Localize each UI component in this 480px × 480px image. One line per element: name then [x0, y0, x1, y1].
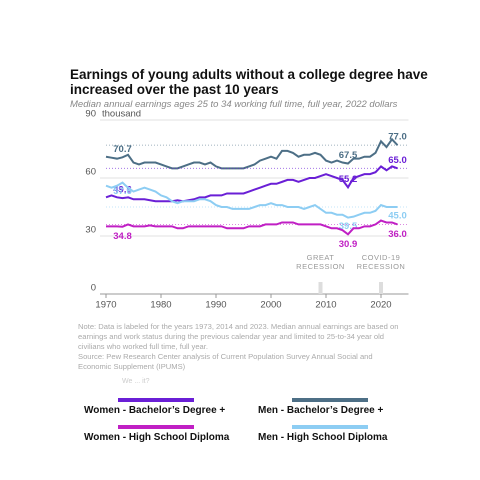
data-label: 67.5 [339, 150, 358, 161]
chart-title: Earnings of young adults without a colle… [70, 67, 428, 97]
data-label: 70.7 [113, 144, 132, 155]
data-label: 34.8 [113, 231, 132, 242]
legend-swatch [292, 425, 368, 429]
y-unit: thousand [102, 109, 141, 120]
series-line [105, 181, 398, 219]
source: Source: Pew Research Center analysis of … [78, 352, 373, 371]
legend-swatch [118, 398, 194, 402]
legend-label: Women - Bachelor’s Degree + [84, 405, 226, 416]
y-tick-label: 90 [85, 109, 96, 120]
data-label: 30.9 [339, 239, 358, 250]
series-line [105, 165, 398, 203]
annotation-line: GREAT [307, 253, 335, 262]
legend-label: Men - High School Diploma [258, 432, 388, 443]
data-label: 45.0 [388, 211, 407, 222]
chart-subtitle: Median annual earnings ages 25 to 34 wor… [70, 99, 398, 110]
y-tick-label: 0 [91, 283, 96, 294]
notes: Note: Data is labeled for the years 1973… [78, 322, 408, 372]
data-label: 55.2 [339, 174, 358, 185]
x-tick-label: 1970 [95, 300, 116, 311]
legend-label: Men - Bachelor’s Degree + [258, 405, 384, 416]
data-label: 57.6 [113, 186, 132, 197]
y-tick-label: 30 [85, 225, 96, 236]
annotation-line: RECESSION [357, 262, 406, 271]
data-label: 77.0 [388, 132, 407, 143]
data-label: 36.0 [388, 229, 407, 240]
series-line [106, 219, 398, 236]
annotation-line: COVID-19 [362, 253, 401, 262]
x-tick-label: 1990 [205, 300, 226, 311]
series-line [105, 137, 399, 170]
faint-text: We ... it? [122, 378, 150, 385]
recession-marker [379, 282, 383, 294]
legend-swatch [292, 398, 368, 402]
legend-label: Women - High School Diploma [84, 432, 230, 443]
y-tick-label: 60 [85, 167, 96, 178]
data-label: 65.0 [388, 155, 407, 166]
annotation: GREAT RECESSION [296, 253, 345, 271]
x-tick-label: 2010 [315, 300, 336, 311]
data-label: 39.5 [339, 221, 358, 232]
note: Note: Data is labeled for the years 1973… [78, 322, 399, 351]
x-tick-label: 2020 [370, 300, 391, 311]
x-tick-label: 1980 [150, 300, 171, 311]
x-tick-label: 2000 [260, 300, 281, 311]
data-label: 49.6 [113, 185, 132, 196]
annotation: COVID-19 RECESSION [357, 253, 406, 271]
legend-swatch [118, 425, 194, 429]
annotation-line: RECESSION [296, 262, 345, 271]
recession-marker [318, 282, 323, 294]
